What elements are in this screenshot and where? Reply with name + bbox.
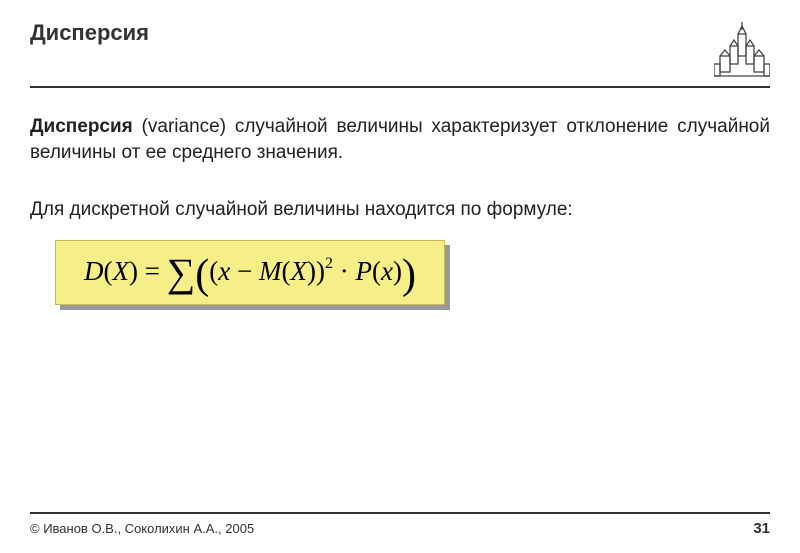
formula-container: D(X) = ∑((x − M(X))2 · P(x)) bbox=[30, 245, 770, 310]
copyright-text: © Иванов О.В., Соколихин А.А., 2005 bbox=[30, 521, 254, 536]
f-lp1: ( bbox=[104, 256, 113, 286]
page-number: 31 bbox=[753, 520, 770, 537]
variance-formula: D(X) = ∑((x − M(X))2 · P(x)) bbox=[84, 256, 416, 286]
footer-rule bbox=[30, 512, 770, 514]
f-rp4: ) bbox=[393, 256, 402, 286]
f-sup2: 2 bbox=[325, 255, 333, 272]
formula-box: D(X) = ∑((x − M(X))2 · P(x)) bbox=[55, 240, 445, 305]
f-cdot: · bbox=[333, 256, 356, 286]
body-text: Дисперсия (variance) случайной величины … bbox=[30, 114, 770, 223]
f-rp3: ) bbox=[307, 256, 316, 286]
msu-building-icon bbox=[714, 20, 770, 80]
header-row: Дисперсия bbox=[30, 20, 770, 80]
f-bigr: ) bbox=[402, 261, 416, 290]
f-rp2: ) bbox=[316, 256, 325, 286]
f-minus: − bbox=[230, 256, 259, 286]
f-D: D bbox=[84, 256, 104, 286]
formula-shadow: D(X) = ∑((x − M(X))2 · P(x)) bbox=[60, 245, 450, 310]
f-sum: ∑ bbox=[167, 257, 196, 289]
f-X1: X bbox=[113, 256, 130, 286]
paragraph-definition: Дисперсия (variance) случайной величины … bbox=[30, 114, 770, 165]
f-rp1: ) bbox=[129, 256, 138, 286]
footer: © Иванов О.В., Соколихин А.А., 2005 31 bbox=[30, 512, 770, 537]
f-x2: x bbox=[381, 256, 393, 286]
definition-rest: (variance) случайной величины характериз… bbox=[30, 116, 770, 163]
term-bold: Дисперсия bbox=[30, 116, 133, 137]
f-lp2: ( bbox=[209, 256, 218, 286]
slide-title: Дисперсия bbox=[30, 20, 149, 46]
f-M: M bbox=[259, 256, 282, 286]
f-eq: = bbox=[138, 256, 167, 286]
f-X2: X bbox=[290, 256, 307, 286]
f-bigl: ( bbox=[195, 261, 209, 290]
header-rule bbox=[30, 86, 770, 88]
f-lp4: ( bbox=[372, 256, 381, 286]
f-x: x bbox=[218, 256, 230, 286]
slide: Дисперсия bbox=[0, 0, 800, 553]
footer-row: © Иванов О.В., Соколихин А.А., 2005 31 bbox=[30, 520, 770, 537]
f-P: P bbox=[355, 256, 372, 286]
paragraph-formula-intro: Для дискретной случайной величины находи… bbox=[30, 197, 770, 223]
